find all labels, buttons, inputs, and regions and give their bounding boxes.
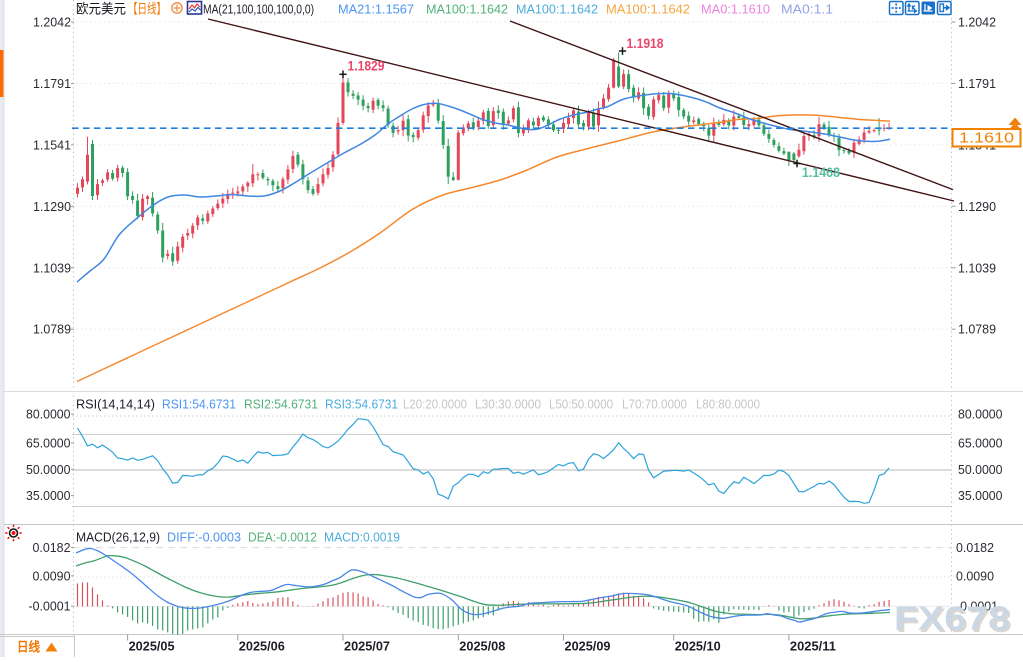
svg-text:MA21:1.1567: MA21:1.1567 [338, 2, 414, 17]
svg-text:RSI2:54.6731: RSI2:54.6731 [244, 397, 318, 412]
svg-text:MA100:1.1642: MA100:1.1642 [516, 2, 598, 17]
svg-text:1.1290: 1.1290 [958, 199, 996, 214]
svg-text:1.2042: 1.2042 [958, 15, 996, 30]
svg-text:65.0000: 65.0000 [958, 436, 1003, 451]
svg-text:1.1290: 1.1290 [33, 199, 71, 214]
svg-text:80.0000: 80.0000 [958, 407, 1003, 422]
svg-text:L50:50.0000: L50:50.0000 [549, 397, 613, 412]
svg-text:80.0000: 80.0000 [26, 407, 71, 422]
svg-text:1.0789: 1.0789 [958, 322, 996, 337]
svg-text:RSI1:54.6731: RSI1:54.6731 [162, 397, 236, 412]
svg-text:1.1610: 1.1610 [959, 131, 1014, 147]
svg-text:2025/08: 2025/08 [459, 639, 505, 654]
svg-text:L20:20.0000: L20:20.0000 [403, 397, 467, 412]
svg-text:RSI3:54.6731: RSI3:54.6731 [325, 397, 398, 412]
svg-text:MACD(26,12,9): MACD(26,12,9) [76, 530, 160, 545]
svg-text:【日线】: 【日线】 [128, 2, 166, 17]
svg-text:-0.0001: -0.0001 [956, 599, 998, 614]
svg-text:L70:70.0000: L70:70.0000 [622, 397, 687, 412]
svg-text:MACD:0.0019: MACD:0.0019 [324, 530, 400, 545]
svg-text:-0.0001: -0.0001 [29, 599, 71, 614]
svg-text:1.2042: 1.2042 [33, 15, 71, 30]
svg-text:MA100:1.1642: MA100:1.1642 [426, 2, 508, 17]
svg-text:MA100:1.1642: MA100:1.1642 [606, 2, 690, 17]
svg-text:DIFF:-0.0003: DIFF:-0.0003 [167, 530, 241, 545]
svg-text:35.0000: 35.0000 [958, 488, 1003, 503]
svg-text:L30:30.0000: L30:30.0000 [475, 397, 541, 412]
svg-text:1.0789: 1.0789 [33, 322, 71, 337]
svg-text:1.1541: 1.1541 [33, 137, 71, 152]
svg-text:FX678: FX678 [894, 600, 1010, 638]
svg-text:2025/09: 2025/09 [565, 639, 611, 654]
svg-text:MA0:1.1610: MA0:1.1610 [701, 2, 770, 17]
svg-text:1.1791: 1.1791 [958, 76, 996, 91]
svg-text:0.0182: 0.0182 [956, 540, 994, 555]
svg-text:DEA:-0.0012: DEA:-0.0012 [248, 530, 317, 545]
svg-text:FX678: FX678 [896, 602, 1012, 640]
svg-text:2025/07: 2025/07 [344, 639, 390, 654]
svg-text:1.1039: 1.1039 [33, 260, 71, 275]
svg-text:1.1829: 1.1829 [348, 59, 385, 74]
svg-text:1.1039: 1.1039 [958, 260, 996, 275]
svg-text:2025/11: 2025/11 [790, 639, 836, 654]
svg-text:MA0:1.1: MA0:1.1 [781, 2, 833, 17]
svg-text:0.0090: 0.0090 [956, 568, 994, 583]
svg-text:0.0182: 0.0182 [33, 540, 71, 555]
svg-text:50.0000: 50.0000 [958, 462, 1003, 477]
svg-text:1.1468: 1.1468 [802, 165, 840, 180]
svg-text:2025/10: 2025/10 [675, 639, 721, 654]
svg-text:2025/05: 2025/05 [129, 639, 175, 654]
svg-text:1.1918: 1.1918 [627, 36, 664, 51]
svg-text:L80:80.0000: L80:80.0000 [696, 397, 760, 412]
svg-text:欧元美元: 欧元美元 [76, 2, 126, 17]
svg-text:RSI(14,14,14): RSI(14,14,14) [76, 397, 155, 412]
svg-text:MA(21,100,100,100,0,0): MA(21,100,100,100,0,0) [203, 2, 314, 17]
svg-text:50.0000: 50.0000 [26, 462, 71, 477]
svg-text:0.0090: 0.0090 [33, 568, 71, 583]
svg-text:2025/06: 2025/06 [239, 639, 285, 654]
svg-text:65.0000: 65.0000 [26, 436, 71, 451]
svg-text:1.1791: 1.1791 [33, 76, 71, 91]
svg-text:35.0000: 35.0000 [26, 488, 71, 503]
svg-text:日线: 日线 [17, 640, 40, 655]
